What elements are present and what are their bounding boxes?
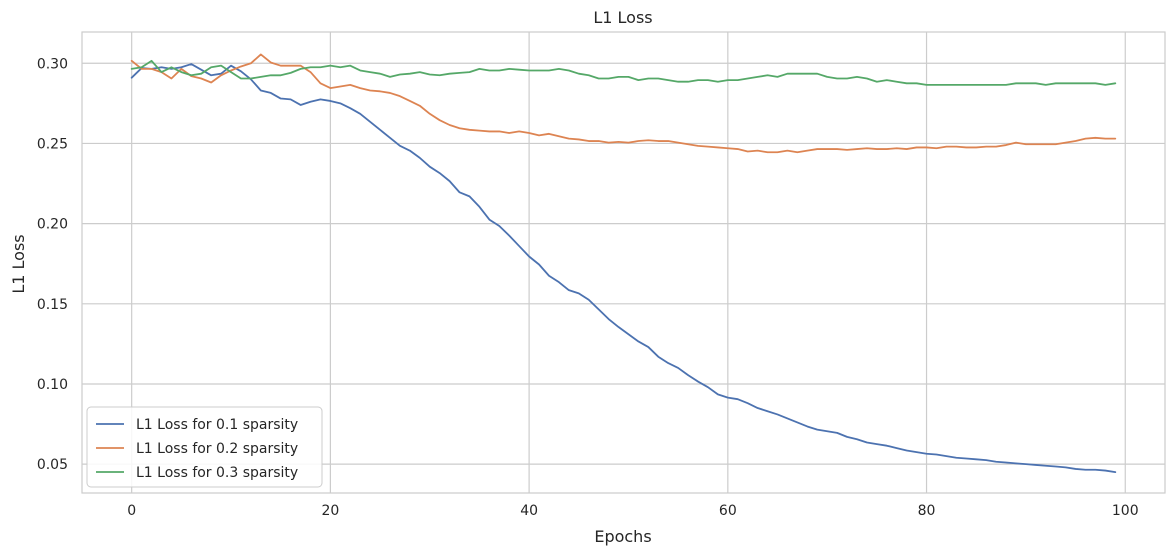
x-tick-label-100: 100 xyxy=(1112,503,1139,519)
y-tick-label-0.05: 0.05 xyxy=(37,457,68,473)
grid xyxy=(82,32,1165,493)
x-tick-label-40: 40 xyxy=(520,503,538,519)
series-line-l1-loss-for-0-3-sparsity xyxy=(130,59,1117,86)
y-tick-label-0.20: 0.20 xyxy=(37,217,68,233)
chart-title: L1 Loss xyxy=(593,8,652,27)
x-tick-label-20: 20 xyxy=(321,503,339,519)
y-tick-label-0.15: 0.15 xyxy=(37,297,68,313)
y-tick-labels: 0.05 0.10 0.15 0.20 0.25 0.30 xyxy=(37,56,68,473)
legend-box xyxy=(86,406,323,488)
legend-label-0.1-sparsity: L1 Loss for 0.1 sparsity xyxy=(136,417,298,433)
legend-label-0.3-sparsity: L1 Loss for 0.3 sparsity xyxy=(136,465,298,481)
series-line-l1-loss-for-0-1-sparsity xyxy=(130,63,1117,474)
y-tick-label-0.30: 0.30 xyxy=(37,56,68,72)
legend: L1 Loss for 0.1 sparsity L1 Loss for 0.2… xyxy=(86,406,323,488)
x-tick-label-80: 80 xyxy=(918,503,936,519)
y-tick-label-0.10: 0.10 xyxy=(37,377,68,393)
legend-label-0.2-sparsity: L1 Loss for 0.2 sparsity xyxy=(136,441,298,457)
y-tick-label-0.25: 0.25 xyxy=(37,136,68,152)
x-tick-label-60: 60 xyxy=(719,503,737,519)
x-tick-labels: 0 20 40 60 80 100 xyxy=(127,503,1138,519)
x-tick-label-0: 0 xyxy=(127,503,136,519)
series-line-l1-loss-for-0-2-sparsity xyxy=(130,53,1117,154)
plot-frame xyxy=(81,31,1166,494)
x-axis-title: Epochs xyxy=(594,527,651,546)
y-axis-title: L1 Loss xyxy=(9,234,28,293)
series-lines xyxy=(130,53,1117,474)
